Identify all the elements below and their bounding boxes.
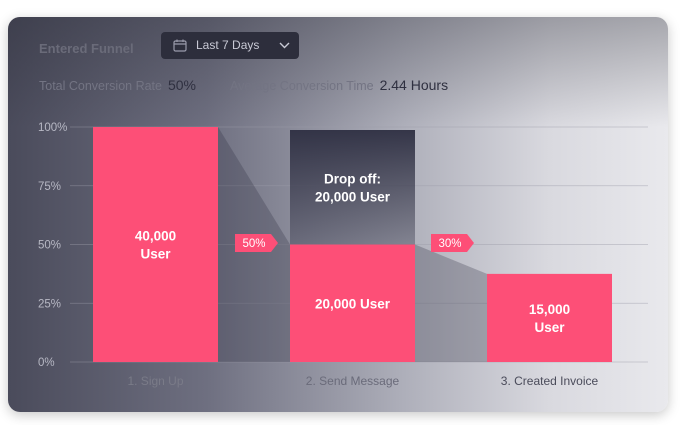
step-conversion-badge: [431, 234, 474, 252]
bar-value-label: 20,000 User: [315, 296, 391, 311]
bar-value-label: User: [534, 320, 565, 335]
dropoff-block: [290, 130, 415, 245]
funnel-bar: [93, 127, 218, 362]
avg-time-value: 2.44 Hours: [379, 77, 449, 93]
y-tick-label: 100%: [38, 122, 67, 134]
funnel-title: Entered Funnel: [39, 41, 134, 56]
dropoff-label: Drop off:: [324, 171, 381, 186]
funnel-chart: 100%75%50%25%0%Drop off:20,000 UserDrop …: [38, 122, 648, 388]
y-tick-label: 50%: [38, 240, 61, 252]
date-range-label: Last 7 Days: [196, 38, 260, 52]
total-conversion-value: 50%: [167, 77, 197, 93]
step-conversion-badge: [235, 234, 278, 252]
avg-time-label: Average Conversion Time: [230, 79, 374, 93]
funnel-card: Entered Funnel Last 7 Days Total Convers…: [8, 17, 668, 412]
y-tick-label: 75%: [38, 181, 61, 193]
step-conversion-label: 50%: [242, 238, 265, 250]
bar-value-label: 40,000: [135, 229, 176, 244]
header-shade: [8, 17, 668, 127]
chevron-down-icon: [279, 42, 290, 49]
avg-time-stat: Average Conversion Time 2.44 Hours: [230, 77, 448, 93]
funnel-bar: [487, 273, 612, 362]
total-conversion-stat: Total Conversion Rate 50%: [39, 77, 196, 93]
y-tick-label: 0%: [38, 357, 55, 369]
dropoff-label: 20,000 User: [315, 189, 391, 204]
category-label: 3. Created Invoice: [501, 374, 599, 388]
bar-value-label: 15,000: [529, 302, 570, 317]
date-range-dropdown[interactable]: Last 7 Days: [161, 32, 299, 59]
category-label: 1. Sign Up: [127, 374, 183, 388]
step-conversion-label: 30%: [438, 238, 461, 250]
funnel-connector-shadow: [415, 244, 487, 362]
y-tick-label: 25%: [38, 298, 61, 310]
funnel-bar: [290, 244, 415, 362]
category-label: 2. Send Message: [306, 374, 400, 388]
bar-value-label: User: [140, 247, 171, 262]
calendar-icon: [173, 39, 187, 52]
total-conversion-label: Total Conversion Rate: [39, 79, 162, 93]
